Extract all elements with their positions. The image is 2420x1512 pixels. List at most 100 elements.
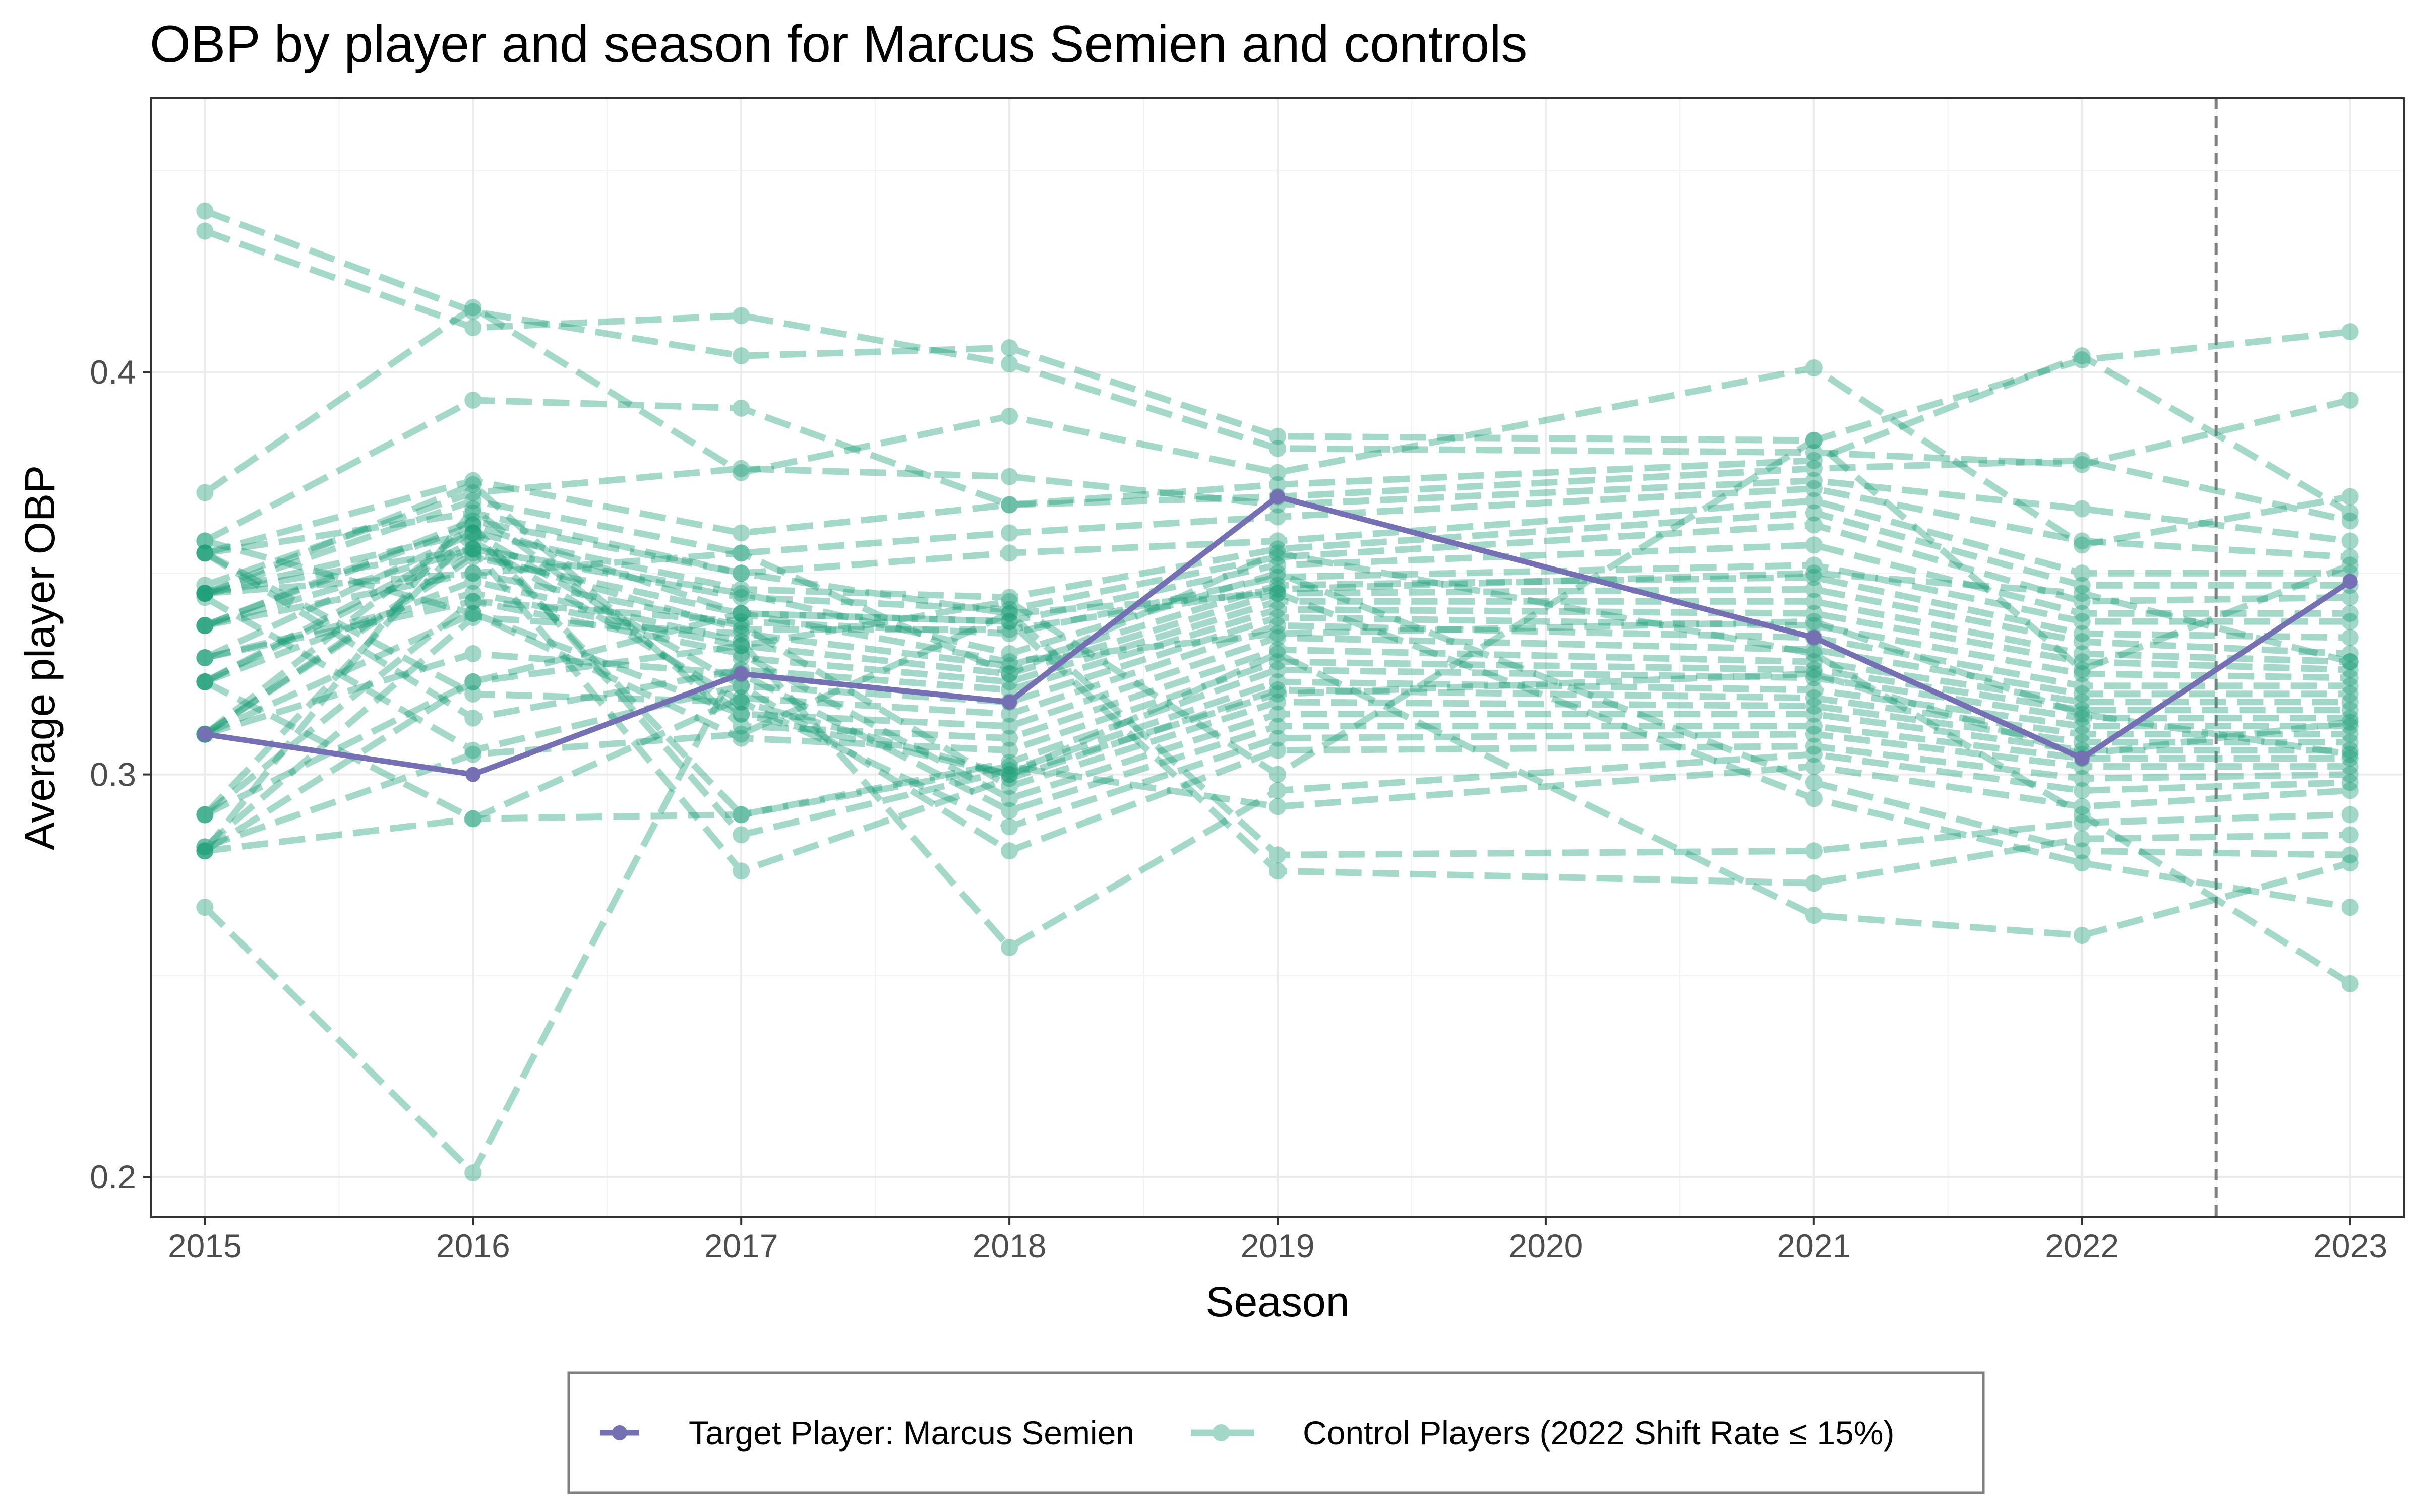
control-data-point (464, 299, 482, 317)
control-data-point (733, 689, 750, 707)
control-data-point (464, 564, 482, 582)
control-data-point (464, 573, 482, 590)
control-data-point (1001, 657, 1018, 674)
control-data-point (464, 512, 482, 530)
control-data-point (2341, 806, 2359, 824)
control-data-point (2073, 830, 2091, 848)
control-data-point (196, 806, 214, 824)
control-data-point (2341, 725, 2359, 743)
x-axis-title: Season (1206, 1278, 1350, 1326)
control-series-line (204, 545, 2350, 874)
control-data-point (733, 564, 750, 582)
control-data-point (2341, 548, 2359, 566)
control-data-point (1001, 605, 1018, 622)
control-data-point (2073, 854, 2091, 872)
control-data-point (1805, 452, 1823, 469)
control-data-point (464, 593, 482, 610)
control-data-point (464, 540, 482, 558)
control-data-point (196, 585, 214, 602)
control-data-point (1805, 480, 1823, 497)
control-data-point (2073, 927, 2091, 944)
control-series-line (204, 465, 2351, 589)
control-data-point (1805, 564, 1823, 582)
control-data-point (196, 544, 214, 562)
control-series-line (202, 506, 2350, 853)
x-tick-label: 2016 (436, 1227, 510, 1265)
control-series (196, 540, 2359, 880)
control-data-point (1001, 705, 1018, 723)
control-series (196, 589, 2359, 759)
control-data-point (2073, 564, 2091, 582)
control-data-point (196, 585, 214, 602)
control-data-point (1269, 741, 1286, 759)
control-data-point (2341, 391, 2359, 409)
x-tick-label: 2022 (2045, 1227, 2119, 1265)
control-data-point (464, 685, 482, 703)
control-data-point (2341, 774, 2359, 791)
control-data-point (2341, 605, 2359, 622)
control-data-point (464, 745, 482, 763)
control-data-point (1001, 593, 1018, 610)
control-data-point (1805, 689, 1823, 707)
control-data-point (464, 673, 482, 690)
control-data-point (196, 544, 214, 562)
control-data-point (196, 838, 214, 856)
control-data-point (1269, 508, 1286, 526)
target-series (197, 489, 2358, 782)
control-data-point (733, 347, 750, 365)
control-data-point (464, 810, 482, 828)
control-series (196, 299, 2359, 554)
control-data-point (733, 862, 750, 880)
control-data-point (2073, 770, 2091, 787)
control-series-line (203, 522, 2350, 685)
control-data-point (733, 725, 750, 743)
control-data-point (733, 460, 750, 477)
control-data-point (2341, 653, 2359, 670)
control-data-point (733, 693, 750, 711)
control-data-point (1805, 653, 1823, 670)
target-data-point (465, 767, 481, 782)
control-data-point (196, 806, 214, 824)
control-data-point (2073, 347, 2091, 365)
control-data-point (1269, 673, 1286, 690)
control-data-point (2073, 351, 2091, 369)
control-data-point (464, 564, 482, 582)
control-data-point (1001, 496, 1018, 514)
control-data-point (464, 810, 482, 828)
control-data-point (1805, 444, 1823, 461)
control-data-point (1805, 669, 1823, 686)
control-data-point (1805, 705, 1823, 723)
control-series-line (203, 481, 2350, 742)
control-data-point (1269, 439, 1286, 457)
control-data-point (1805, 665, 1823, 682)
control-data-point (2341, 556, 2359, 574)
control-data-point (2341, 629, 2359, 647)
x-tick-label: 2019 (1241, 1227, 1315, 1265)
control-data-point (2073, 677, 2091, 695)
control-data-point (1805, 758, 1823, 775)
control-data-point (196, 617, 214, 635)
control-data-point (1269, 681, 1286, 699)
legend: Target Player: Marcus Semien Control Pla… (567, 1371, 1985, 1494)
control-data-point (2341, 677, 2359, 695)
control-data-point (1001, 818, 1018, 836)
control-data-point (464, 605, 482, 622)
control-data-point (733, 705, 750, 723)
control-data-point (1269, 625, 1286, 643)
control-data-point (464, 472, 482, 489)
control-data-point (1805, 472, 1823, 489)
control-data-point (2073, 500, 2091, 518)
control-series-line (204, 650, 2350, 814)
control-data-point (733, 637, 750, 655)
control-data-point (196, 673, 214, 690)
control-series (196, 593, 2359, 807)
control-data-point (733, 605, 750, 622)
control-data-point (464, 504, 482, 522)
control-data-point (1269, 629, 1286, 647)
x-tick-label: 2021 (1777, 1227, 1851, 1265)
control-data-point (1269, 548, 1286, 566)
control-data-point (733, 464, 750, 481)
control-data-point (1001, 625, 1018, 643)
control-data-point (2341, 717, 2359, 735)
control-data-point (733, 633, 750, 651)
